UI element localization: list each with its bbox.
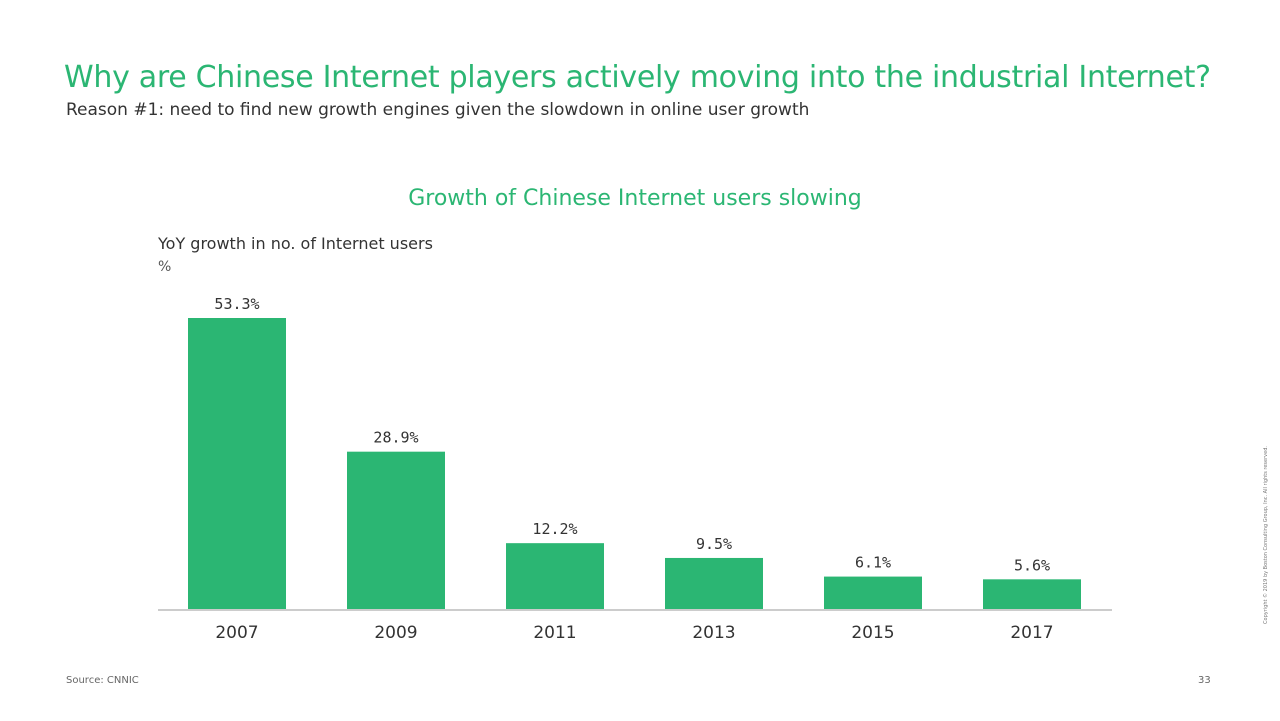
slide-subtitle: Reason #1: need to find new growth engin… bbox=[66, 100, 810, 120]
data-label-2017: 5.6% bbox=[1014, 556, 1050, 574]
bar-2015 bbox=[824, 576, 922, 610]
chart-title: Growth of Chinese Internet users slowing bbox=[408, 186, 862, 211]
x-tick-label-2013: 2013 bbox=[692, 623, 735, 643]
x-tick-label-2017: 2017 bbox=[1010, 623, 1053, 643]
page-number: 33 bbox=[1198, 675, 1211, 686]
data-label-2011: 12.2% bbox=[532, 520, 577, 538]
data-label-2013: 9.5% bbox=[696, 535, 732, 553]
x-tick-label-2009: 2009 bbox=[374, 623, 417, 643]
slide-title: Why are Chinese Internet players activel… bbox=[64, 60, 1211, 95]
y-axis-label: YoY growth in no. of Internet users bbox=[158, 234, 433, 253]
bar-2007 bbox=[188, 318, 286, 610]
bars-group bbox=[188, 318, 1081, 610]
y-axis-unit: % bbox=[158, 259, 172, 275]
x-tick-label-2011: 2011 bbox=[533, 623, 576, 643]
data-label-2015: 6.1% bbox=[855, 554, 891, 572]
bar-2017 bbox=[983, 579, 1081, 610]
bar-2011 bbox=[506, 543, 604, 610]
x-tick-label-2007: 2007 bbox=[215, 623, 258, 643]
data-label-2007: 53.3% bbox=[214, 295, 259, 313]
copyright-notice: Copyright © 2019 by Boston Consulting Gr… bbox=[1263, 446, 1269, 624]
bar-2013 bbox=[665, 557, 763, 610]
source-note: Source: CNNIC bbox=[66, 675, 139, 686]
bar-2009 bbox=[347, 451, 445, 610]
x-tick-label-2015: 2015 bbox=[851, 623, 894, 643]
data-label-2009: 28.9% bbox=[373, 429, 418, 447]
labels-group: 53.3% 2007 28.9% 2009 12.2% 2011 9.5% 2013 6.1% 2… bbox=[214, 295, 1053, 643]
